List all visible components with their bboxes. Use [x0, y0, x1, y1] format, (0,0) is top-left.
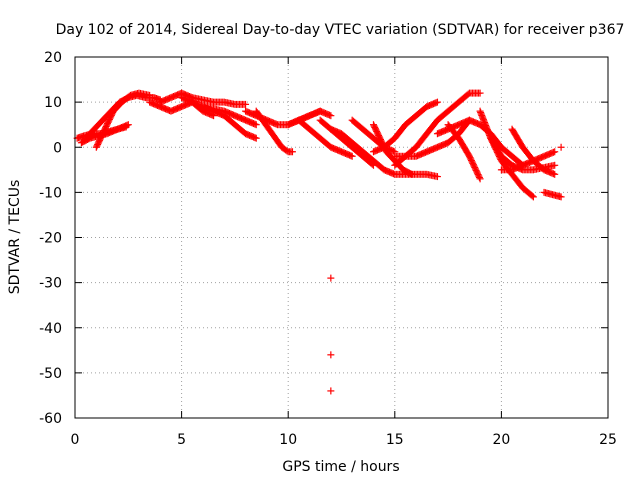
y-tick-label: -30 [39, 276, 62, 292]
y-tick-label: -20 [39, 231, 62, 247]
data-point [348, 152, 356, 160]
data-point [124, 121, 132, 129]
data-point [529, 193, 537, 201]
y-tick-label: -50 [39, 366, 62, 382]
x-axis-label: GPS time / hours [282, 459, 399, 475]
chart-title: Day 102 of 2014, Sidereal Day-to-day VTE… [56, 22, 625, 38]
x-tick-label: 0 [71, 432, 80, 448]
y-tick-label: 0 [53, 140, 62, 156]
data-point [146, 91, 154, 99]
grid [75, 57, 608, 418]
data-point [433, 98, 441, 106]
y-tick-label: -60 [39, 411, 62, 427]
data-point [551, 161, 559, 169]
data-point-outlier [557, 143, 565, 151]
data-point [252, 121, 260, 129]
data-point [476, 89, 484, 97]
y-axis-label: SDTVAR / TECUs [7, 180, 23, 295]
data-point [288, 148, 296, 156]
x-tick-label: 15 [386, 432, 404, 448]
x-tick-label: 25 [599, 432, 617, 448]
y-tick-labels: -60 -50 -40 -30 -20 -10 0 10 20 [39, 50, 62, 427]
x-tick-label: 10 [279, 432, 297, 448]
y-tick-label: 20 [44, 50, 62, 66]
data-point [551, 148, 559, 156]
data-point [528, 192, 536, 200]
data-points [73, 89, 565, 395]
axis-ticks [74, 56, 609, 419]
data-point [252, 134, 260, 142]
data-point [557, 193, 565, 201]
data-point [327, 112, 335, 120]
data-point [408, 170, 416, 178]
y-tick-label: -10 [39, 185, 62, 201]
data-point [476, 175, 484, 183]
data-point [475, 173, 483, 181]
y-tick-label: 10 [44, 95, 62, 111]
data-point-outlier [327, 274, 335, 282]
data-point [242, 100, 250, 108]
plot-frame [74, 56, 609, 419]
x-tick-labels: 0 5 10 15 20 25 [71, 432, 617, 448]
data-point-outlier [327, 351, 335, 359]
data-point [551, 170, 559, 178]
x-tick-label: 20 [492, 432, 510, 448]
data-point [433, 173, 441, 181]
y-tick-label: -40 [39, 321, 62, 337]
x-tick-label: 5 [177, 432, 186, 448]
data-point-outlier [327, 387, 335, 395]
data-point [407, 170, 415, 178]
